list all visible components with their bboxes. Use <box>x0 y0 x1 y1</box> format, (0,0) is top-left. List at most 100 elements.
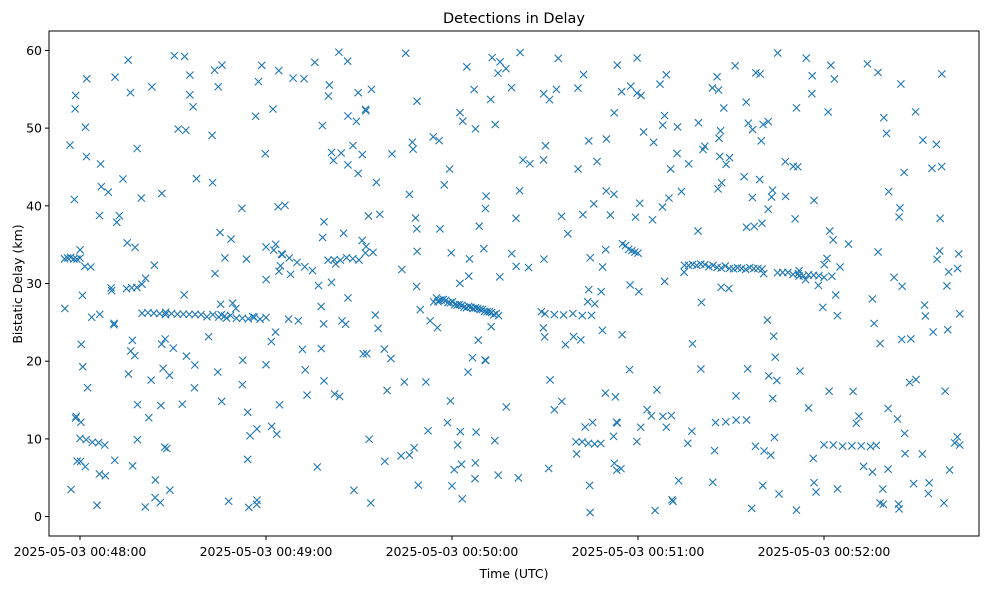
data-point <box>280 201 289 210</box>
data-point <box>411 214 420 223</box>
data-point <box>721 417 730 426</box>
data-point <box>173 310 182 319</box>
data-point <box>157 189 166 198</box>
data-point <box>584 439 593 448</box>
data-point <box>238 356 247 365</box>
data-point <box>801 275 810 284</box>
data-point <box>668 495 677 504</box>
data-point <box>633 54 642 62</box>
data-point <box>216 300 225 309</box>
data-point <box>901 449 910 458</box>
data-point <box>954 249 963 258</box>
data-point <box>485 307 494 316</box>
data-point <box>310 58 319 67</box>
data-point <box>354 88 363 97</box>
data-point <box>276 261 285 270</box>
data-point <box>208 310 217 319</box>
data-point <box>76 254 84 263</box>
data-point <box>181 126 190 135</box>
data-point <box>383 386 392 395</box>
data-point <box>660 277 669 286</box>
data-point <box>414 481 423 490</box>
data-point <box>836 262 845 271</box>
data-point <box>937 162 946 171</box>
data-point <box>820 273 828 282</box>
data-point <box>721 262 730 271</box>
data-point <box>490 436 499 445</box>
data-point <box>250 313 259 322</box>
data-point <box>413 247 422 256</box>
data-point <box>748 193 757 202</box>
data-point <box>524 263 533 272</box>
data-point <box>124 56 133 65</box>
data-point <box>73 457 82 466</box>
data-point <box>348 254 357 263</box>
data-point <box>487 322 496 331</box>
data-point <box>656 80 665 89</box>
data-point <box>617 87 626 96</box>
data-point <box>918 450 927 459</box>
data-point <box>191 310 200 319</box>
data-point <box>833 311 842 320</box>
data-point <box>179 310 188 319</box>
data-point <box>479 244 488 253</box>
data-point <box>589 199 598 208</box>
data-point <box>810 196 819 205</box>
y-tick-label: 30 <box>26 276 42 291</box>
data-point <box>455 300 464 309</box>
data-point <box>387 149 396 158</box>
data-point <box>539 155 548 164</box>
data-point <box>743 364 752 373</box>
data-point <box>673 122 682 131</box>
data-point <box>764 371 773 380</box>
data-point <box>185 90 194 99</box>
data-point <box>895 203 904 212</box>
data-point <box>760 446 769 455</box>
data-point <box>111 73 120 82</box>
data-point <box>711 418 720 427</box>
x-tick-label: 2025-05-03 00:48:00 <box>14 544 147 559</box>
data-point <box>435 136 444 145</box>
data-point <box>596 439 605 448</box>
data-point <box>238 380 247 389</box>
data-point <box>632 89 641 98</box>
data-point <box>104 188 113 197</box>
data-point <box>92 501 101 510</box>
data-point <box>308 266 317 275</box>
data-point <box>658 203 667 212</box>
data-point <box>906 334 915 343</box>
data-point <box>717 178 726 187</box>
data-point <box>76 245 85 254</box>
data-point <box>246 431 255 440</box>
data-point <box>213 368 222 377</box>
data-point <box>262 275 271 284</box>
data-point <box>732 391 740 400</box>
data-point <box>911 107 920 116</box>
data-point <box>688 339 697 348</box>
data-point <box>895 212 904 221</box>
data-point <box>697 298 706 307</box>
data-point <box>495 272 504 281</box>
data-point <box>473 304 482 313</box>
data-point <box>141 502 150 511</box>
data-point <box>429 132 438 141</box>
data-point <box>502 403 511 411</box>
data-point <box>336 256 345 265</box>
y-tick-label: 40 <box>26 198 42 213</box>
data-point <box>725 153 734 162</box>
data-point <box>339 229 348 238</box>
data-point <box>494 471 503 480</box>
data-point <box>491 120 500 129</box>
data-point <box>112 218 121 227</box>
data-point <box>76 457 85 466</box>
data-point <box>897 335 906 344</box>
data-point <box>576 335 585 344</box>
data-point <box>67 485 76 494</box>
data-point <box>211 269 220 278</box>
data-point <box>870 319 879 328</box>
chart-title: Detections in Delay <box>443 11 585 27</box>
data-point <box>601 389 610 398</box>
data-point <box>180 52 189 61</box>
data-point <box>109 320 118 329</box>
